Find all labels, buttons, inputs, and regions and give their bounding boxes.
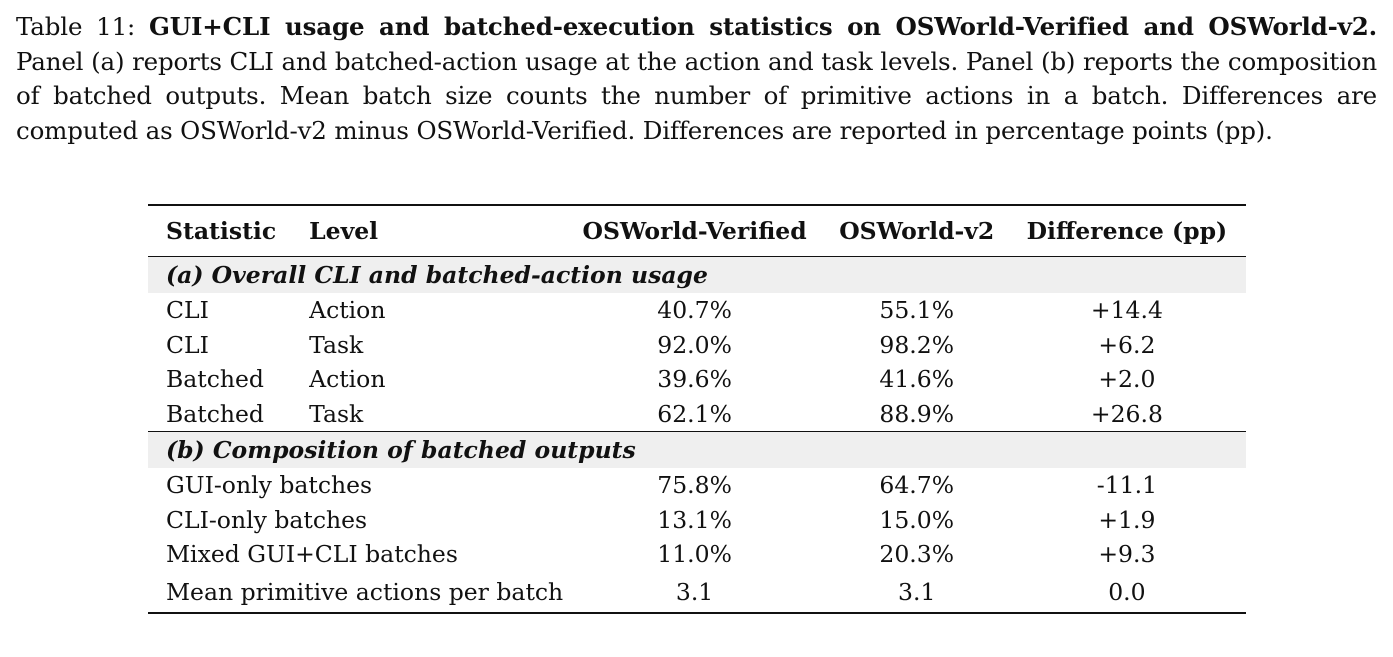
- cell-level: Task: [309, 396, 564, 432]
- cell-v2: 88.9%: [825, 396, 1008, 432]
- cell-level: Action: [309, 365, 386, 394]
- cell-difference: 0.0: [1007, 571, 1246, 614]
- cell-v2: 55.1%: [879, 296, 955, 325]
- cell-v2: 41.6%: [879, 365, 955, 394]
- cell-difference: +14.4: [1090, 296, 1163, 325]
- cell-difference: +6.2: [1098, 330, 1156, 359]
- header-difference: Difference (pp): [1007, 204, 1246, 257]
- table-row: Mixed GUI+CLI batches 11.0% 20.3% +9.3: [148, 537, 1246, 572]
- section-b-title: (b) Composition of batched outputs: [148, 431, 1246, 468]
- cell-v2: 15.0%: [879, 505, 955, 534]
- table-row: CLI Task 92.0% 98.2% +6.2: [148, 328, 1246, 363]
- cell-verified: 92.0%: [657, 330, 732, 359]
- header-osworld-verified: OSWorld-Verified: [563, 204, 826, 257]
- cell-v2: 64.7%: [879, 471, 955, 500]
- cell-statistic: CLI: [166, 296, 209, 325]
- cell-statistic: Batched: [148, 396, 310, 432]
- cell-verified: 39.6%: [657, 365, 732, 394]
- header-osworld-v2: OSWorld-v2: [825, 204, 1008, 257]
- cell-difference: +2.0: [1098, 365, 1156, 394]
- section-a-title: (a) Overall CLI and batched-action usage: [148, 256, 1246, 293]
- table-row: CLI-only batches 13.1% 15.0% +1.9: [148, 503, 1246, 538]
- cell-difference: +26.8: [1007, 396, 1246, 432]
- table-row: GUI-only batches 75.8% 64.7% -11.1: [148, 468, 1246, 503]
- cell-verified: 40.7%: [657, 296, 732, 325]
- cell-v2: 20.3%: [879, 540, 955, 569]
- caption-text: Panel (a) reports CLI and batched-action…: [16, 46, 1377, 145]
- table-row: Mean primitive actions per batch 3.1 3.1…: [148, 571, 1246, 614]
- cell-verified: 11.0%: [657, 540, 732, 569]
- cell-difference: +9.3: [1098, 540, 1156, 569]
- cell-verified: 3.1: [563, 571, 826, 614]
- table-caption: Table 11: GUI+CLI usage and batched-exec…: [16, 10, 1377, 148]
- table-row: CLI Action 40.7% 55.1% +14.4: [148, 293, 1246, 328]
- cell-verified: 62.1%: [563, 396, 826, 432]
- section-a-heading: (a) Overall CLI and batched-action usage: [148, 256, 1246, 293]
- cell-statistic: CLI-only batches: [166, 505, 368, 534]
- cell-level: Action: [309, 296, 386, 325]
- header-row: Statistic Level OSWorld-Verified OSWorld…: [148, 204, 1246, 257]
- header-level: Level: [309, 204, 564, 257]
- cell-statistic: GUI-only batches: [166, 471, 373, 500]
- caption-label: Table 11:: [16, 12, 136, 41]
- caption-title: GUI+CLI usage and batched-execution stat…: [149, 12, 1377, 41]
- cell-difference: -11.1: [1096, 471, 1158, 500]
- cell-difference: +1.9: [1098, 505, 1156, 534]
- table-row: Batched Task 62.1% 88.9% +26.8: [148, 396, 1246, 432]
- table-row: Batched Action 39.6% 41.6% +2.0: [148, 362, 1246, 397]
- statistics-table: Statistic Level OSWorld-Verified OSWorld…: [148, 204, 1246, 614]
- cell-v2: 3.1: [825, 571, 1008, 614]
- section-b-heading: (b) Composition of batched outputs: [148, 431, 1246, 468]
- cell-verified: 75.8%: [657, 471, 732, 500]
- cell-verified: 13.1%: [657, 505, 732, 534]
- cell-v2: 98.2%: [879, 330, 955, 359]
- cell-statistic: Mean primitive actions per batch: [148, 571, 564, 614]
- cell-statistic: Batched: [166, 365, 264, 394]
- cell-statistic: Mixed GUI+CLI batches: [166, 540, 458, 569]
- header-statistic: Statistic: [148, 204, 310, 257]
- cell-statistic: CLI: [166, 330, 209, 359]
- cell-level: Task: [309, 330, 364, 359]
